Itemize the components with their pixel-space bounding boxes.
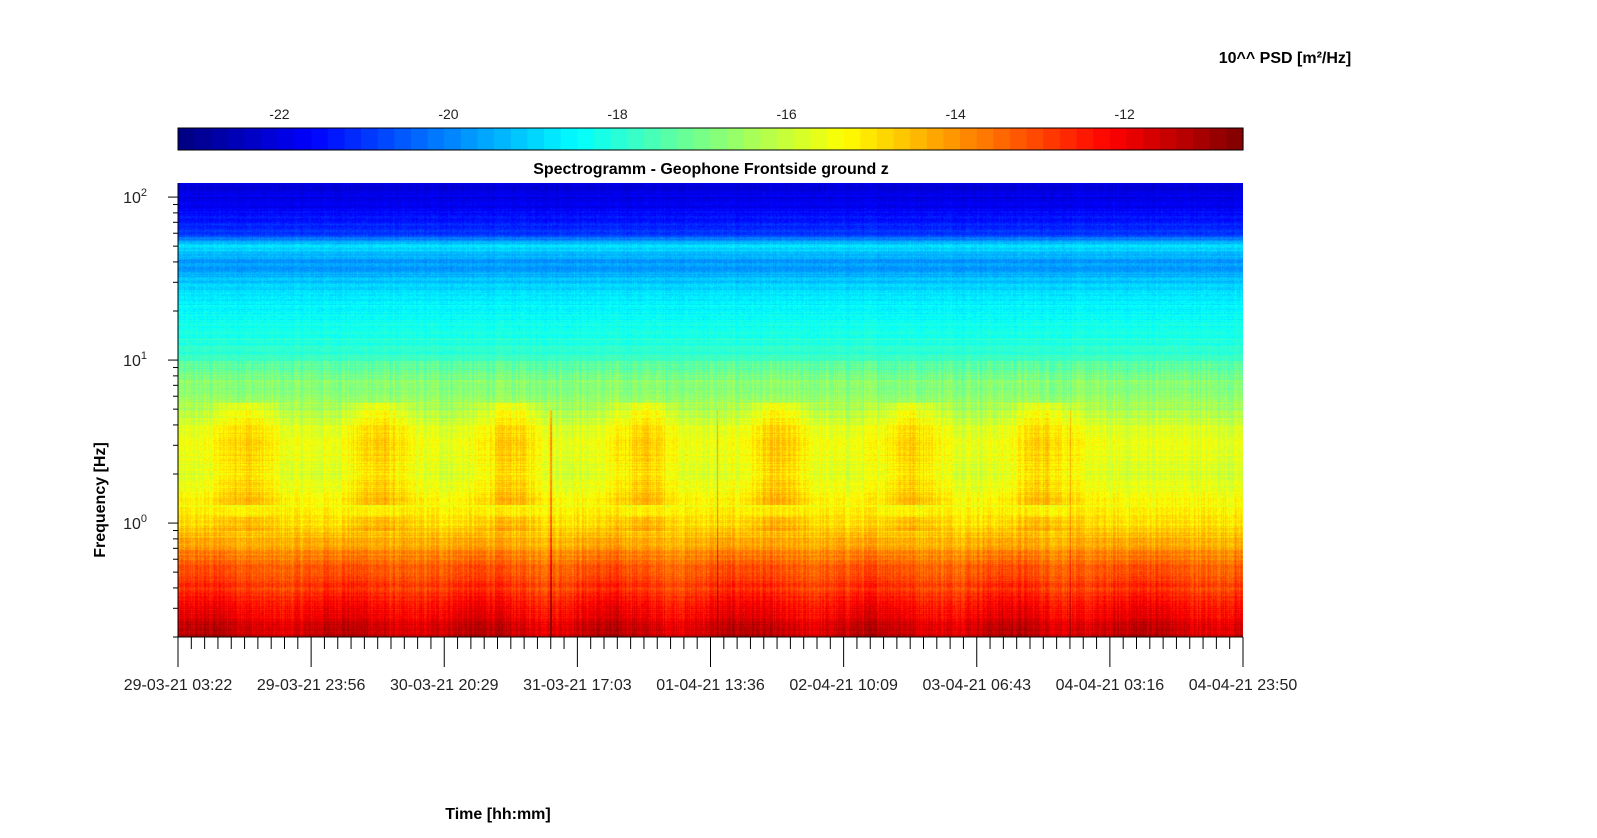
colorbar-swatch xyxy=(727,128,745,150)
colorbar-swatch xyxy=(943,128,961,150)
colorbar-swatch xyxy=(876,128,895,150)
colorbar-swatch xyxy=(427,128,445,150)
colorbar-swatch xyxy=(826,128,845,150)
colorbar-swatch xyxy=(677,128,695,150)
colorbar-tick-label: -18 xyxy=(607,106,627,122)
colorbar-swatch xyxy=(910,128,928,150)
colorbar-swatch xyxy=(460,128,479,150)
x-tick-label: 29-03-21 03:22 xyxy=(124,677,233,694)
colorbar-swatch xyxy=(394,128,412,150)
colorbar-swatch xyxy=(860,128,878,150)
colorbar-swatch xyxy=(926,128,945,150)
y-tick-label: 100 xyxy=(123,513,147,533)
colorbar-swatch xyxy=(477,128,495,150)
colorbar-swatch xyxy=(960,128,978,150)
colorbar-swatch xyxy=(627,128,645,150)
colorbar-tick-label: -16 xyxy=(776,106,796,122)
x-tick-label: 31-03-21 17:03 xyxy=(523,677,632,694)
colorbar-swatch xyxy=(893,128,911,150)
colorbar-swatch xyxy=(361,128,379,150)
colorbar-swatch xyxy=(1193,128,1211,150)
x-tick-label: 03-04-21 06:43 xyxy=(922,677,1031,694)
colorbar-swatch xyxy=(227,128,246,150)
colorbar-swatch xyxy=(544,128,562,150)
colorbar-swatch xyxy=(660,128,678,150)
colorbar-swatch xyxy=(743,128,762,150)
colorbar-swatch xyxy=(760,128,778,150)
colorbar-swatch xyxy=(1226,128,1244,150)
colorbar-swatch xyxy=(277,128,296,150)
x-tick-label: 29-03-21 23:56 xyxy=(257,677,366,694)
colorbar-swatch xyxy=(1209,128,1227,150)
colorbar-swatch xyxy=(810,128,828,150)
colorbar-swatch xyxy=(610,128,628,150)
colorbar-swatch xyxy=(976,128,994,150)
colorbar-swatch xyxy=(194,128,212,150)
colorbar-swatch xyxy=(1043,128,1061,150)
colorbar-swatch xyxy=(377,128,395,150)
colorbar-swatch xyxy=(793,128,811,150)
colorbar-swatch xyxy=(311,128,329,150)
colorbar-swatch xyxy=(560,128,578,150)
colorbar-swatch xyxy=(244,128,262,150)
x-tick-label: 02-04-21 10:09 xyxy=(789,677,898,694)
colorbar-swatch xyxy=(494,128,512,150)
chart-title: Spectrogramm - Geophone Frontside ground… xyxy=(533,161,889,178)
colorbar-label: 10^^ PSD [m²/Hz] xyxy=(1219,50,1351,67)
colorbar-tick-label: -12 xyxy=(1115,106,1135,122)
colorbar-swatch xyxy=(178,128,196,150)
colorbar-swatch xyxy=(1059,128,1078,150)
colorbar-swatch xyxy=(1010,128,1028,150)
y-tick-label: 101 xyxy=(123,350,147,370)
colorbar-swatch xyxy=(1159,128,1178,150)
colorbar-tick-label: -14 xyxy=(946,106,966,122)
colorbar-swatch xyxy=(1076,128,1094,150)
colorbar-tick-label: -20 xyxy=(438,106,458,122)
colorbar-swatch xyxy=(410,128,429,150)
x-axis: 29-03-21 03:22 29-03-21 23:56 30-03-21 20:… xyxy=(124,636,1298,694)
x-axis-label: Time [hh:mm] xyxy=(445,806,550,823)
colorbar-swatch xyxy=(843,128,861,150)
colorbar-swatch xyxy=(294,128,312,150)
colorbar-swatch xyxy=(1176,128,1194,150)
spectrogram-canvas xyxy=(178,183,1243,637)
colorbar-swatch xyxy=(211,128,229,150)
colorbar-swatch xyxy=(510,128,529,150)
colorbar xyxy=(178,128,1244,150)
colorbar-swatch xyxy=(1143,128,1161,150)
colorbar-swatch xyxy=(1026,128,1044,150)
colorbar-swatch xyxy=(527,128,545,150)
spectrogram-area xyxy=(178,183,1243,637)
colorbar-swatch xyxy=(1093,128,1111,150)
colorbar-swatch xyxy=(993,128,1011,150)
x-tick-label: 04-04-21 23:50 xyxy=(1189,677,1298,694)
colorbar-swatch xyxy=(710,128,728,150)
y-tick-label: 102 xyxy=(123,187,147,207)
colorbar-tick-label: -22 xyxy=(269,106,289,122)
colorbar-swatch xyxy=(693,128,712,150)
x-tick-label: 04-04-21 03:16 xyxy=(1056,677,1165,694)
colorbar-swatch xyxy=(444,128,462,150)
y-axis: 102 101 100 xyxy=(123,183,179,638)
colorbar-frame xyxy=(177,127,1244,151)
x-tick-label: 01-04-21 13:36 xyxy=(656,677,765,694)
colorbar-swatch xyxy=(577,128,595,150)
y-axis-label: Frequency [Hz] xyxy=(92,442,109,558)
colorbar-swatch xyxy=(261,128,279,150)
colorbar-swatch xyxy=(594,128,612,150)
colorbar-swatch xyxy=(777,128,795,150)
x-tick-label: 30-03-21 20:29 xyxy=(390,677,499,694)
colorbar-swatch xyxy=(327,128,346,150)
colorbar-swatch xyxy=(344,128,362,150)
colorbar-swatch xyxy=(1109,128,1128,150)
colorbar-swatch xyxy=(643,128,662,150)
colorbar-swatch xyxy=(1126,128,1144,150)
